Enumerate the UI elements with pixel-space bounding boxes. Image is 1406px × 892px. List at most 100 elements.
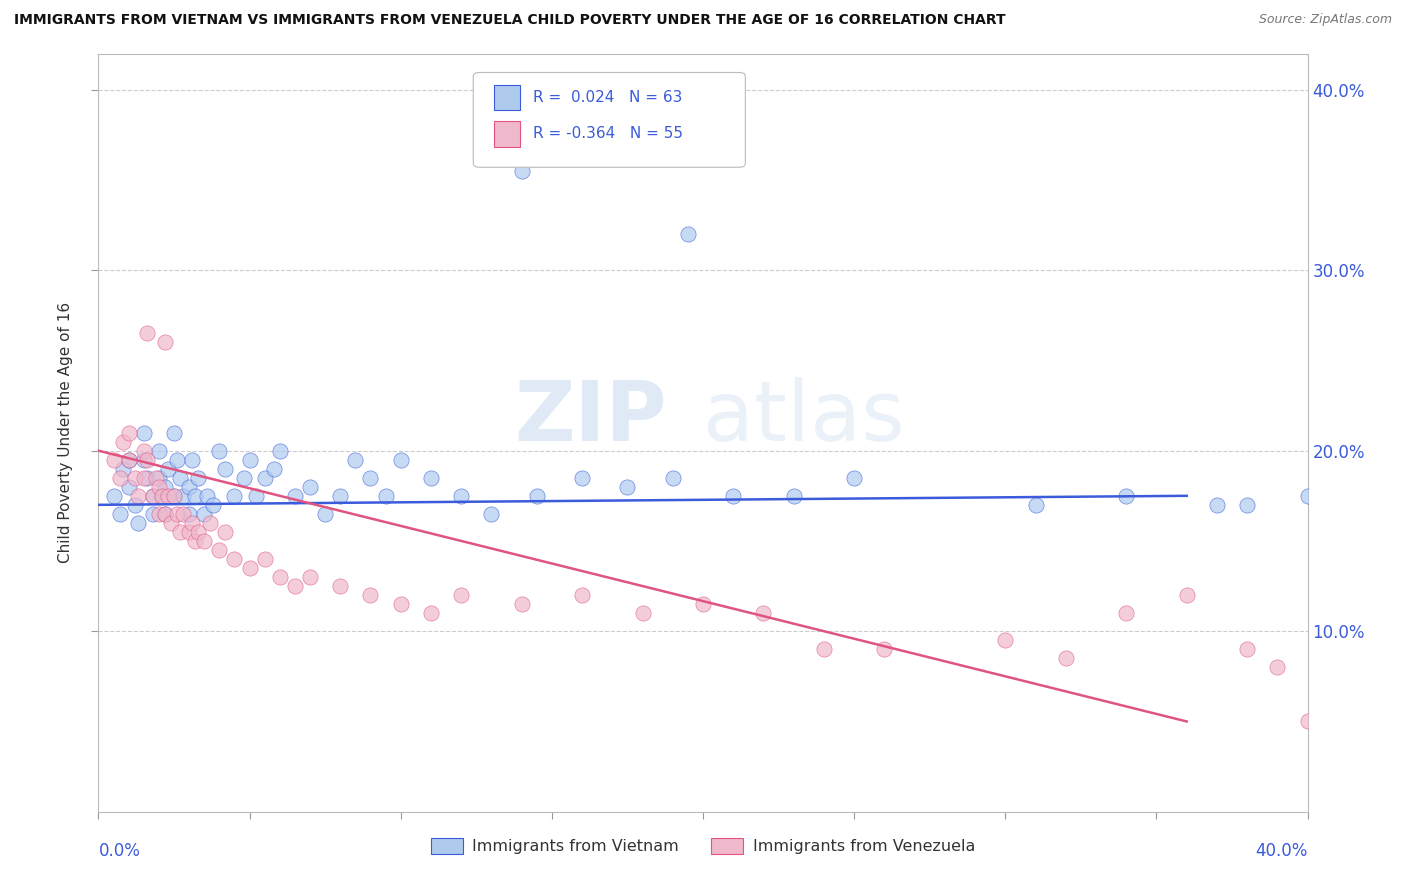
Point bbox=[1236, 642, 1258, 657]
Point bbox=[253, 471, 276, 485]
Point bbox=[208, 443, 231, 458]
Text: IMMIGRANTS FROM VIETNAM VS IMMIGRANTS FROM VENEZUELA CHILD POVERTY UNDER THE AGE: IMMIGRANTS FROM VIETNAM VS IMMIGRANTS FR… bbox=[14, 13, 1005, 28]
Point bbox=[661, 471, 683, 485]
Point bbox=[124, 471, 146, 485]
Text: 40.0%: 40.0% bbox=[1256, 842, 1308, 860]
Point bbox=[135, 471, 157, 485]
Point bbox=[360, 588, 382, 602]
Point bbox=[150, 489, 173, 503]
Point bbox=[111, 434, 134, 449]
Point bbox=[1054, 651, 1077, 665]
Point bbox=[179, 480, 201, 494]
Text: R =  0.024   N = 63: R = 0.024 N = 63 bbox=[533, 90, 682, 105]
Point bbox=[127, 516, 149, 530]
Point bbox=[420, 471, 443, 485]
Point bbox=[1206, 498, 1229, 512]
Point bbox=[723, 489, 745, 503]
Point bbox=[232, 471, 254, 485]
Text: atlas: atlas bbox=[703, 377, 904, 458]
Point bbox=[510, 164, 533, 178]
Point bbox=[481, 507, 503, 521]
Point bbox=[132, 425, 155, 440]
Text: Source: ZipAtlas.com: Source: ZipAtlas.com bbox=[1258, 13, 1392, 27]
Point bbox=[284, 579, 307, 593]
Point bbox=[163, 425, 186, 440]
Point bbox=[163, 489, 186, 503]
Point bbox=[1296, 714, 1319, 729]
Legend: Immigrants from Vietnam, Immigrants from Venezuela: Immigrants from Vietnam, Immigrants from… bbox=[425, 831, 981, 861]
Point bbox=[142, 507, 165, 521]
Point bbox=[329, 489, 352, 503]
Point bbox=[344, 452, 367, 467]
Point bbox=[1024, 498, 1046, 512]
Point bbox=[202, 498, 225, 512]
Point bbox=[153, 507, 176, 521]
Point bbox=[389, 452, 412, 467]
Point bbox=[224, 489, 246, 503]
Point bbox=[783, 489, 806, 503]
Point bbox=[1236, 498, 1258, 512]
Point bbox=[1175, 588, 1198, 602]
Point bbox=[132, 443, 155, 458]
Point bbox=[148, 480, 170, 494]
Text: ZIP: ZIP bbox=[515, 377, 666, 458]
Point bbox=[148, 443, 170, 458]
Point bbox=[450, 588, 472, 602]
Point bbox=[103, 452, 125, 467]
Point bbox=[1267, 660, 1289, 674]
Point bbox=[676, 227, 699, 241]
Text: R = -0.364   N = 55: R = -0.364 N = 55 bbox=[533, 127, 682, 142]
Point bbox=[172, 489, 194, 503]
Point bbox=[571, 588, 593, 602]
Point bbox=[135, 452, 157, 467]
Point bbox=[844, 471, 866, 485]
Point bbox=[263, 461, 285, 475]
Point bbox=[200, 516, 222, 530]
Point bbox=[214, 461, 236, 475]
Point bbox=[631, 606, 654, 620]
Point bbox=[269, 443, 291, 458]
Point bbox=[752, 606, 775, 620]
Point bbox=[253, 552, 276, 566]
Point bbox=[132, 471, 155, 485]
Point bbox=[169, 524, 191, 539]
Point bbox=[103, 489, 125, 503]
Point bbox=[127, 489, 149, 503]
Point bbox=[193, 507, 215, 521]
Point bbox=[214, 524, 236, 539]
Point bbox=[156, 489, 179, 503]
Point bbox=[1296, 489, 1319, 503]
Point bbox=[124, 498, 146, 512]
Point bbox=[994, 633, 1017, 648]
Point bbox=[118, 452, 141, 467]
Point bbox=[187, 471, 209, 485]
Point bbox=[299, 480, 322, 494]
Point bbox=[813, 642, 835, 657]
Point bbox=[208, 543, 231, 558]
Point bbox=[118, 425, 141, 440]
Point bbox=[148, 507, 170, 521]
Point bbox=[193, 533, 215, 548]
Point bbox=[692, 597, 714, 611]
Point bbox=[179, 507, 201, 521]
Point bbox=[187, 524, 209, 539]
Point bbox=[269, 570, 291, 584]
Point bbox=[239, 561, 262, 575]
Point bbox=[118, 452, 141, 467]
Point bbox=[181, 452, 204, 467]
Point bbox=[299, 570, 322, 584]
Text: 0.0%: 0.0% bbox=[98, 842, 141, 860]
Point bbox=[571, 471, 593, 485]
Point bbox=[166, 507, 188, 521]
Y-axis label: Child Poverty Under the Age of 16: Child Poverty Under the Age of 16 bbox=[58, 302, 73, 563]
Point bbox=[156, 461, 179, 475]
Point bbox=[145, 471, 167, 485]
Point bbox=[108, 471, 131, 485]
Point bbox=[374, 489, 396, 503]
Point bbox=[245, 489, 267, 503]
Point bbox=[184, 533, 207, 548]
Point bbox=[153, 335, 176, 350]
FancyBboxPatch shape bbox=[494, 121, 520, 147]
Point bbox=[172, 507, 194, 521]
Point bbox=[420, 606, 443, 620]
